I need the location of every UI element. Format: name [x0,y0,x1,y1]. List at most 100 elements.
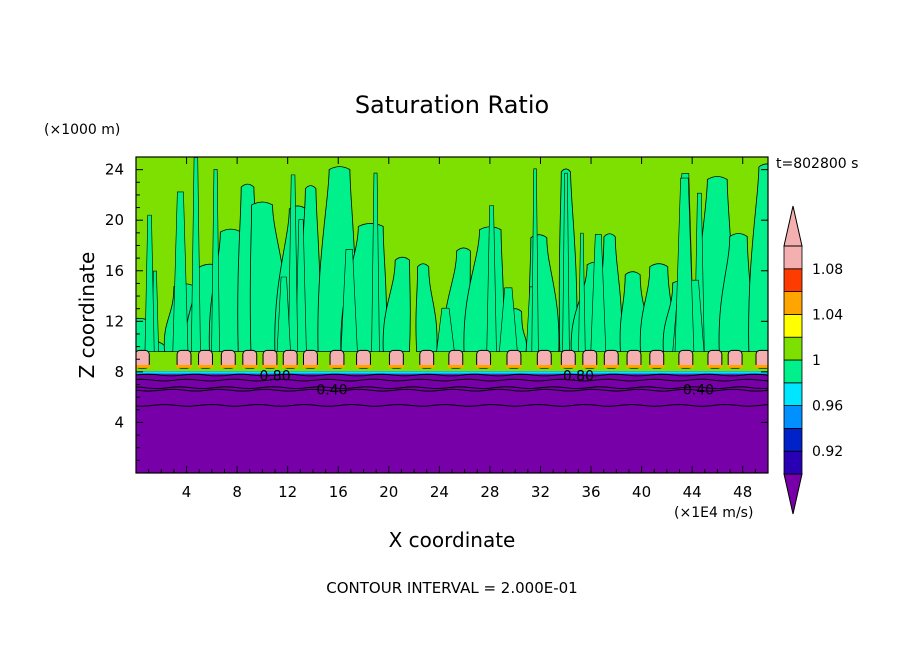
x-tick-label: 4 [182,483,192,501]
cloud-edge [176,364,192,368]
cloud-cell [560,349,576,369]
moist-column [590,234,607,352]
cloud-edge [754,364,768,368]
cloud-cell [755,349,768,369]
x-tick-label: 48 [733,483,752,501]
cloud-edge [706,364,723,368]
cloud-cell [582,349,598,369]
colorbar-swatch [783,450,803,475]
contour-labels: 0.80 0.40 0.80 0.40 [259,369,714,399]
cloud-cell [506,349,522,369]
x-tick-label: 40 [632,483,651,501]
moist-columns [136,157,768,353]
colorbar-swatch [783,427,803,452]
moist-column [578,232,586,352]
cloud-edge [220,364,237,368]
colorbar-tick-label: 1.04 [812,307,843,323]
cloud-cell [476,349,492,369]
cloud-cell [649,349,665,369]
contour-interval-label: CONTOUR INTERVAL = 2.000E-01 [326,579,577,597]
cloud-edge [626,364,642,368]
x-axis-ticks: 4 8 12 16 20 24 28 32 36 40 44 48 [148,157,756,501]
y-tick-label: 20 [105,211,124,229]
cloud-cell [536,349,552,369]
x-tick-label: 12 [278,483,297,501]
contour-label: 0.80 [259,369,290,385]
cloud-cells [136,349,768,369]
cloud-edge [581,364,598,368]
contour-line [136,403,768,407]
cloud-edge [355,364,372,368]
x-tick-label: 44 [683,483,702,501]
x-tick-label: 8 [232,483,242,501]
cloud-edge [282,364,299,368]
colorbar-tick-label: 1 [812,353,821,369]
y-tick-label: 8 [114,363,124,381]
cloud-cell [448,349,464,369]
x-axis-label: X coordinate [389,528,516,552]
y-tick-label: 16 [105,262,124,280]
cloud-cell [388,349,404,369]
contour-line [136,378,768,382]
x-tick-label: 32 [531,483,550,501]
colorbar-swatch [783,313,803,338]
cloud-edge [727,364,744,368]
cloud-cell [282,349,298,369]
moist-column [295,219,307,352]
cloud-cell [626,349,642,369]
colorbar-swatch [783,405,803,429]
contour-label: 0.80 [563,369,594,385]
cloud-cell [678,349,694,369]
cloud-edge [262,364,278,368]
moist-column [486,205,497,352]
cloud-cell [356,349,371,369]
cloud-edge [418,364,435,368]
cloud-edge [388,364,405,368]
cloud-cell [707,349,723,369]
cloud-cell [727,349,743,369]
colorbar-swatch [783,336,803,361]
x-unit-label: (×1E4 m/s) [674,505,753,521]
cloud-edge [241,364,258,368]
y-tick-label: 24 [105,161,124,179]
contour-label: 0.40 [683,383,714,399]
moist-column [436,307,455,352]
colorbar-swatch [783,268,803,292]
plot-area [136,157,768,473]
cloud-edge [560,364,577,368]
colorbar-high-arrow [783,205,803,247]
contour-line [136,386,768,390]
cloud-cell [176,349,192,369]
cloud-cell [329,349,345,369]
colorbar: 0.92 0.96 1 1.04 1.08 [783,205,843,515]
colorbar-low-arrow [783,473,803,515]
colorbar-swatch [783,245,803,270]
moist-column [531,168,539,352]
moist-column [340,249,358,352]
colorbar-swatch [783,382,803,406]
time-label: t=802800 s [776,156,858,172]
colorbar-tick-label: 0.96 [812,399,843,415]
cloud-cell [220,349,236,369]
moist-column [211,168,220,352]
contour-line [136,373,768,377]
x-tick-label: 28 [480,483,499,501]
cloud-cell [136,349,150,369]
cloud-cell [419,349,435,369]
y-tick-label: 12 [105,312,124,330]
contour-line [136,388,768,392]
y-axis-label: Z coordinate [75,252,99,379]
contour-label: 0.40 [316,383,347,399]
cloud-cell [603,349,619,369]
x-tick-label: 20 [379,483,398,501]
moist-column [371,172,380,352]
y-axis-ticks: 4 8 12 16 20 24 [105,161,768,461]
cloud-cell [262,349,278,369]
cloud-cell [302,349,318,369]
moist-column [382,256,411,353]
cloud-edge [475,364,492,368]
colorbar-tick-label: 1.08 [812,262,843,278]
cloud-edge [505,364,522,368]
x-tick-label: 24 [430,483,449,501]
